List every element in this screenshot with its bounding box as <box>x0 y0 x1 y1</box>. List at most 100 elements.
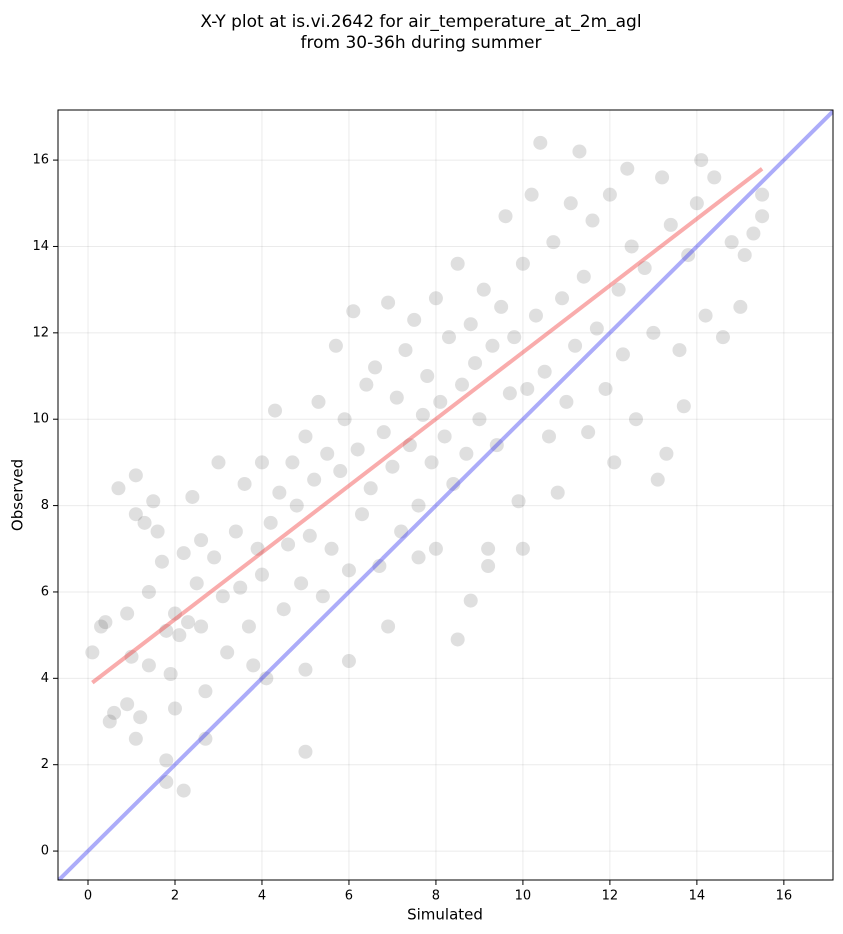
scatter-point <box>463 317 478 332</box>
scatter-point <box>511 494 526 509</box>
scatter-point <box>568 338 583 353</box>
scatter-point <box>602 187 617 202</box>
scatter-point <box>368 360 383 375</box>
scatter-point <box>320 446 335 461</box>
scatter-point <box>407 312 422 327</box>
scatter-point <box>698 308 713 323</box>
scatter-point <box>481 541 496 556</box>
scatter-point <box>694 153 709 168</box>
scatter-point <box>124 649 139 664</box>
scatter-point <box>141 658 156 673</box>
x-tick-label: 8 <box>432 889 440 904</box>
scatter-point <box>372 559 387 574</box>
scatter-point <box>520 381 535 396</box>
scatter-point <box>189 576 204 591</box>
scatter-point <box>85 645 100 660</box>
scatter-point <box>128 731 143 746</box>
scatter-point <box>450 632 465 647</box>
scatter-point <box>285 455 300 470</box>
scatter-point <box>146 494 161 509</box>
scatter-point <box>176 546 191 561</box>
scatter-point <box>185 489 200 504</box>
scatter-point <box>315 589 330 604</box>
scatter-point <box>272 485 287 500</box>
scatter-point <box>102 714 117 729</box>
scatter-point <box>437 429 452 444</box>
scatter-point <box>276 602 291 617</box>
scatter-point <box>228 524 243 539</box>
scatter-point <box>607 455 622 470</box>
scatter-point <box>254 455 269 470</box>
scatter-point <box>624 239 639 254</box>
scatter-point <box>528 308 543 323</box>
scatter-point <box>563 196 578 211</box>
scatter-point <box>463 593 478 608</box>
scatter-point <box>455 377 470 392</box>
scatter-point <box>159 774 174 789</box>
scatter-point <box>107 705 122 720</box>
scatter-point <box>433 394 448 409</box>
scatter-point <box>585 213 600 228</box>
scatter-point <box>211 455 226 470</box>
scatter-point <box>167 606 182 621</box>
scatter-point <box>311 394 326 409</box>
scatter-point <box>324 541 339 556</box>
scatter-point <box>220 645 235 660</box>
scatter-point <box>485 338 500 353</box>
scatter-point <box>254 567 269 582</box>
scatter-point <box>241 619 256 634</box>
scatter-point <box>350 442 365 457</box>
scatter-point <box>446 476 461 491</box>
scatter-point <box>159 753 174 768</box>
scatter-point <box>111 481 126 496</box>
scatter-point <box>502 386 517 401</box>
y-tick-label: 6 <box>41 584 49 599</box>
y-tick-label: 0 <box>41 844 49 859</box>
x-tick-label: 0 <box>84 889 92 904</box>
scatter-point <box>181 615 196 630</box>
scatter-point <box>672 343 687 358</box>
scatter-point <box>481 559 496 574</box>
scatter-point <box>172 628 187 643</box>
scatter-point <box>237 476 252 491</box>
scatter-point <box>281 537 296 552</box>
scatter-point <box>689 196 704 211</box>
scatter-point <box>559 394 574 409</box>
scatter-point <box>137 515 152 530</box>
plot-frame <box>57 109 834 881</box>
scatter-point <box>133 710 148 725</box>
scatter-point <box>415 407 430 422</box>
scatter-point <box>167 701 182 716</box>
scatter-point <box>515 541 530 556</box>
scatter-point <box>411 550 426 565</box>
scatter-point <box>363 481 378 496</box>
fit-line <box>58 110 833 880</box>
scatter-point <box>333 464 348 479</box>
scatter-point <box>663 217 678 232</box>
y-tick-label: 4 <box>41 671 49 686</box>
scatter-point <box>572 144 587 159</box>
scatter-point <box>472 412 487 427</box>
scatter-point <box>398 343 413 358</box>
scatter-point <box>707 170 722 185</box>
y-axis-label: Observed <box>9 459 27 531</box>
scatter-point <box>259 671 274 686</box>
scatter-point <box>424 455 439 470</box>
scatter-point <box>746 226 761 241</box>
scatter-point <box>163 667 178 682</box>
chart-subtitle: from 30-36h during summer <box>301 33 542 53</box>
scatter-point <box>159 623 174 638</box>
scatter-point <box>298 744 313 759</box>
x-tick-label: 12 <box>602 889 619 904</box>
scatter-point <box>359 377 374 392</box>
scatter-point <box>659 446 674 461</box>
scatter-point <box>307 472 322 487</box>
x-tick-label: 16 <box>776 889 793 904</box>
scatter-point <box>381 619 396 634</box>
fit-line <box>91 167 764 685</box>
scatter-point <box>450 256 465 271</box>
scatter-point <box>141 584 156 599</box>
chart-title: X-Y plot at is.vi.2642 for air_temperatu… <box>200 12 641 32</box>
scatter-point <box>598 381 613 396</box>
